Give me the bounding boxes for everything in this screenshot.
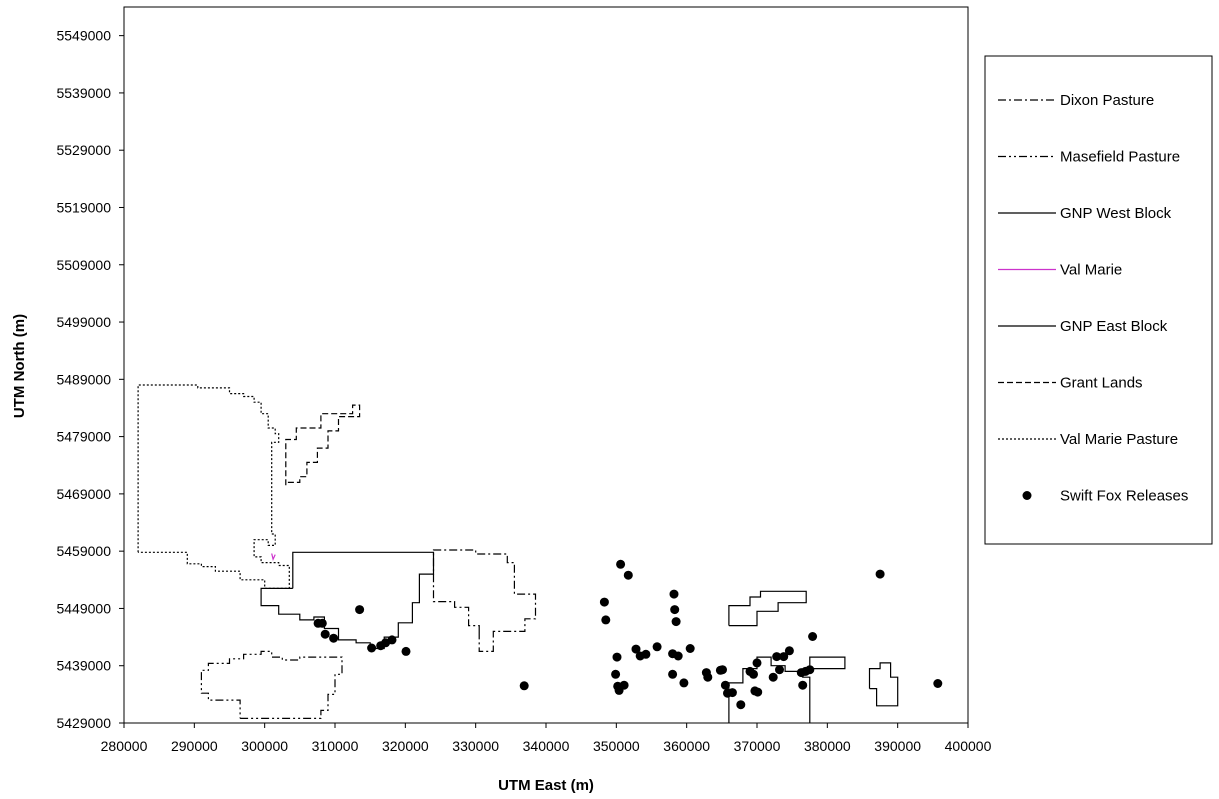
- swift-fox-release-point: [612, 652, 622, 662]
- x-tick-label: 300000: [241, 738, 288, 754]
- legend-label-dixon-pasture: Dixon Pasture: [1060, 92, 1154, 109]
- swift-fox-release-point: [772, 652, 782, 662]
- dixon-pasture-boundary: [432, 549, 537, 653]
- swift-fox-release-point: [752, 658, 762, 668]
- x-axis-title: UTM East (m): [498, 777, 594, 794]
- legend-swatch-swift-fox-releases: [1022, 491, 1032, 500]
- swift-fox-release-point: [669, 589, 679, 599]
- y-tick-label: 5449000: [56, 600, 111, 616]
- swift-fox-release-point: [875, 569, 885, 579]
- val-marie-boundary: [271, 553, 276, 562]
- legend-label-grant-lands: Grant Lands: [1060, 375, 1143, 392]
- swift-fox-release-point: [798, 680, 808, 690]
- plot-area: [123, 6, 969, 724]
- y-tick-label: 5439000: [56, 658, 111, 674]
- swift-fox-release-point: [623, 570, 633, 580]
- x-tick-label: 280000: [101, 738, 148, 754]
- x-tick-label: 330000: [452, 738, 499, 754]
- swift-fox-release-point: [668, 669, 678, 679]
- swift-fox-release-point: [775, 665, 784, 675]
- legend-label-val-marie-pasture: Val Marie Pasture: [1060, 431, 1178, 448]
- swift-fox-release-point: [779, 652, 789, 662]
- x-tick-label: 380000: [804, 738, 851, 754]
- swift-fox-release-point: [401, 646, 411, 656]
- swift-fox-release-point: [703, 672, 713, 682]
- swift-fox-release-point: [329, 633, 339, 643]
- y-tick-label: 5469000: [56, 486, 111, 502]
- x-tick-label: 290000: [171, 738, 218, 754]
- swift-fox-release-point: [519, 681, 529, 691]
- y-tick-label: 5529000: [56, 142, 111, 158]
- masefield-pasture-boundary: [200, 650, 343, 720]
- swift-fox-release-point: [320, 629, 330, 639]
- swift-fox-release-point: [753, 687, 763, 697]
- y-tick-label: 5539000: [56, 85, 111, 101]
- swift-fox-release-point: [355, 605, 365, 615]
- x-tick-label: 370000: [734, 738, 781, 754]
- legend-label-val-marie: Val Marie: [1060, 262, 1122, 279]
- gnp-east-block-boundary: [809, 656, 846, 670]
- y-axis-title: UTM North (m): [11, 314, 28, 418]
- swift-fox-release-point: [601, 615, 611, 625]
- y-tick-label: 5499000: [56, 314, 111, 330]
- swift-fox-release-point: [805, 665, 815, 675]
- swift-fox-release-point: [652, 642, 662, 652]
- swift-fox-release-point: [736, 700, 746, 710]
- y-tick-label: 5489000: [56, 371, 111, 387]
- y-tick-label: 5509000: [56, 257, 111, 273]
- x-tick-label: 310000: [312, 738, 359, 754]
- swift-fox-release-point: [616, 559, 626, 569]
- swift-fox-release-point: [619, 680, 629, 690]
- gnp-west-block-boundary: [260, 551, 435, 650]
- x-tick-label: 340000: [523, 738, 570, 754]
- series-layer: [137, 384, 943, 723]
- swift-fox-release-point: [808, 632, 818, 641]
- x-tick-label: 320000: [382, 738, 429, 754]
- swift-fox-release-point: [679, 678, 689, 688]
- x-axis: 280000 290000 300000 310000 320000 330000 3400…: [101, 723, 992, 754]
- legend-label-gnp-east-block: GNP East Block: [1060, 318, 1168, 335]
- swift-fox-release-point: [670, 605, 680, 615]
- swift-fox-release-point: [641, 649, 651, 659]
- y-tick-label: 5429000: [56, 715, 111, 731]
- y-tick-label: 5459000: [56, 543, 111, 559]
- swift-fox-release-point: [784, 646, 794, 656]
- swift-fox-release-point: [727, 688, 737, 698]
- y-tick-label: 5479000: [56, 429, 111, 445]
- y-tick-label: 5519000: [56, 199, 111, 215]
- swift-fox-release-point: [671, 617, 681, 627]
- legend-label-masefield-pasture: Masefield Pasture: [1060, 149, 1180, 166]
- legend-label-gnp-west-block: GNP West Block: [1060, 205, 1172, 222]
- gnp-east-block-boundary: [868, 662, 899, 707]
- swift-fox-release-point: [720, 680, 730, 690]
- gnp-east-block-boundary: [728, 590, 807, 627]
- swift-fox-release-point: [599, 597, 609, 607]
- x-tick-label: 350000: [593, 738, 640, 754]
- swift-fox-release-point: [631, 644, 641, 654]
- x-tick-label: 360000: [663, 738, 710, 754]
- swift-fox-release-point: [673, 651, 683, 661]
- swift-fox-release-point: [718, 665, 727, 675]
- swift-fox-release-point: [611, 669, 621, 679]
- swift-fox-release-point: [933, 679, 943, 688]
- y-tick-label: 5549000: [56, 28, 111, 44]
- legend: Dixon Pasture Masefield Pasture GNP West B…: [998, 92, 1188, 505]
- y-axis: 5429000 5439000 5449000 5459000 5469000 54790…: [56, 28, 124, 731]
- x-tick-label: 390000: [874, 738, 921, 754]
- legend-box: [984, 55, 1213, 545]
- swift-fox-release-point: [387, 635, 397, 645]
- swift-fox-release-point: [749, 669, 758, 679]
- grant-lands-boundary: [285, 404, 361, 486]
- swift-fox-release-point: [768, 672, 778, 682]
- x-tick-label: 400000: [945, 738, 992, 754]
- legend-label-swift-fox-releases: Swift Fox Releases: [1060, 488, 1188, 505]
- swift-fox-release-point: [685, 644, 695, 653]
- swift-fox-release-point: [367, 643, 377, 653]
- val-marie-pasture-boundary: [137, 384, 290, 590]
- swift-fox-release-point: [317, 618, 327, 628]
